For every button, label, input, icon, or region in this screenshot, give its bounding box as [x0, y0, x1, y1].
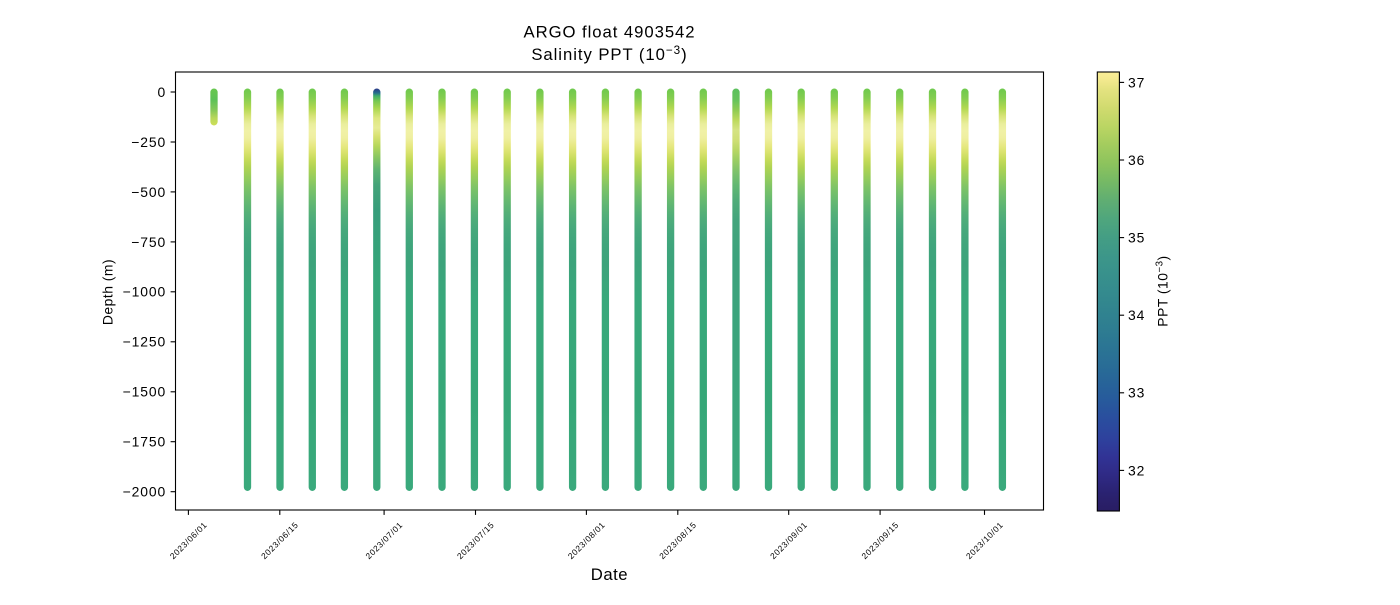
svg-text:−250: −250	[131, 134, 166, 150]
svg-text:ARGO float 4903542: ARGO float 4903542	[523, 23, 695, 42]
svg-text:−500: −500	[131, 184, 166, 200]
svg-text:Salinity PPT (10−3): Salinity PPT (10−3)	[531, 44, 687, 64]
svg-text:−1500: −1500	[123, 384, 167, 400]
svg-text:0: 0	[158, 84, 167, 100]
svg-text:PPT (10−3): PPT (10−3)	[1154, 255, 1170, 326]
svg-text:−1250: −1250	[123, 334, 167, 350]
svg-text:−750: −750	[131, 234, 166, 250]
svg-text:−2000: −2000	[123, 484, 167, 500]
svg-text:33: 33	[1128, 385, 1145, 401]
svg-text:36: 36	[1128, 152, 1145, 168]
svg-text:−1000: −1000	[123, 284, 167, 300]
svg-text:34: 34	[1128, 307, 1145, 323]
svg-text:32: 32	[1128, 462, 1145, 478]
svg-text:37: 37	[1128, 74, 1145, 90]
svg-text:Depth (m): Depth (m)	[100, 259, 116, 325]
svg-text:−1750: −1750	[123, 434, 167, 450]
svg-text:35: 35	[1128, 230, 1145, 246]
svg-text:Date: Date	[591, 565, 628, 584]
